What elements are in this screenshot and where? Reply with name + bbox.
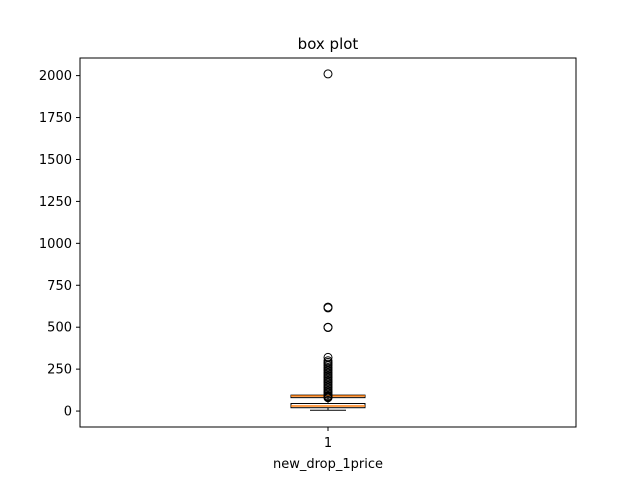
x-axis: 1 (324, 427, 332, 451)
y-tick-label: 2000 (39, 69, 72, 84)
outlier-point (323, 393, 333, 403)
x-axis-label: new_drop_1price (273, 457, 383, 472)
outlier-point (323, 323, 333, 333)
y-tick-label: 1500 (39, 153, 72, 168)
outlier-point (323, 69, 333, 79)
plot-marks (290, 69, 366, 411)
x-tick-label: 1 (324, 436, 332, 451)
y-tick-label: 0 (64, 405, 72, 420)
y-tick-label: 1750 (39, 111, 72, 126)
chart-title: box plot (298, 35, 359, 53)
y-tick-label: 1000 (39, 237, 72, 252)
y-tick-label: 500 (47, 321, 72, 336)
y-axis: 0 250 500 750 1000 1250 1500 1750 2000 (39, 69, 80, 420)
outlier-point (323, 303, 333, 313)
y-tick-label: 750 (47, 279, 72, 294)
y-tick-label: 250 (47, 363, 72, 378)
y-tick-label: 1250 (39, 195, 72, 210)
